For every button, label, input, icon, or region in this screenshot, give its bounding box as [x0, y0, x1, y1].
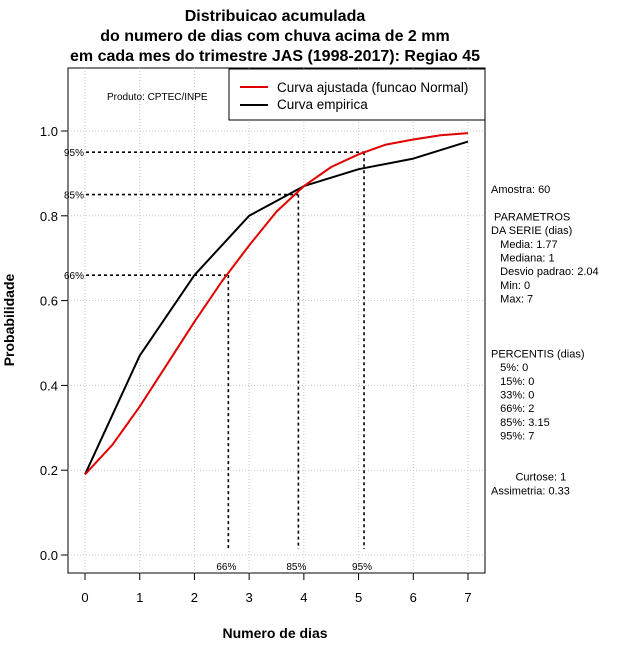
statistics-line: PERCENTIS (dias) — [491, 348, 585, 360]
statistics-line: Assimetria: 0.33 — [491, 485, 570, 497]
legend: Curva ajustada (funcao Normal) Curva emp… — [228, 68, 486, 121]
percentile-markers: 66% 66% 85% 85% 95% 95% — [64, 148, 372, 573]
statistics-line: 33%: 0 — [491, 390, 534, 402]
statistics-line: Min: 0 — [491, 280, 530, 292]
percentile-label-y: 85% — [64, 191, 84, 202]
x-tick-label: 4 — [300, 590, 307, 605]
x-axis: 0 1 2 3 4 5 6 7 — [81, 573, 472, 605]
grid — [68, 68, 485, 573]
series-line-empirical — [84, 140, 469, 475]
statistics-line: 5%: 0 — [491, 362, 528, 374]
x-tick-label: 0 — [81, 590, 88, 605]
legend-label-normal: Curva ajustada (funcao Normal) — [277, 80, 468, 95]
percentile-label-y: 95% — [64, 148, 84, 159]
chart-title-line-3: em cada mes do trimestre JAS (1998-2017)… — [70, 48, 480, 65]
y-tick-label: 0.2 — [40, 463, 58, 478]
percentile-label-x: 95% — [352, 562, 372, 573]
x-tick-label: 2 — [191, 590, 198, 605]
statistics-line: 15%: 0 — [491, 376, 534, 388]
x-tick-label: 6 — [410, 590, 417, 605]
statistics-line: DA SERIE (dias) — [491, 225, 572, 237]
y-tick-label: 0.4 — [40, 378, 58, 393]
statistics-line: Curtose: 1 — [491, 472, 566, 484]
series-line-normal-fit — [84, 132, 469, 476]
y-tick-label: 1.0 — [40, 124, 58, 139]
x-axis-title: Numero de dias — [222, 625, 327, 641]
x-tick-label: 5 — [355, 590, 362, 605]
series-lines — [84, 132, 469, 476]
statistics-line: Media: 1.77 — [491, 239, 558, 251]
plot-frame — [67, 67, 486, 574]
y-tick-label: 0.6 — [40, 294, 58, 309]
percentile-label-x: 66% — [216, 562, 236, 573]
statistics-line: Mediana: 1 — [491, 253, 555, 265]
percentile-label-y: 66% — [64, 271, 84, 282]
x-tick-label: 3 — [246, 590, 253, 605]
legend-label-empirical: Curva empirica — [277, 97, 368, 112]
legend-box — [228, 68, 486, 121]
statistics-panel: Amostra: 60 PARAMETROS DA SERIE (dias) Me… — [491, 184, 599, 497]
statistics-line: 85%: 3.15 — [491, 417, 550, 429]
statistics-line: 66%: 2 — [491, 403, 534, 415]
chart-title-line-1: Distribuicao acumulada — [185, 8, 366, 25]
statistics-line: Desvio padrao: 2.04 — [491, 266, 599, 278]
x-tick-label: 7 — [464, 590, 471, 605]
statistics-line: Amostra: 60 — [491, 184, 550, 196]
percentile-label-x: 85% — [286, 562, 306, 573]
statistics-line: PARAMETROS — [491, 211, 570, 223]
y-axis: 0.0 0.2 0.4 0.6 0.8 1.0 — [40, 124, 68, 563]
statistics-line: 95%: 7 — [491, 431, 534, 443]
statistics-line: Max: 7 — [491, 294, 533, 306]
y-tick-label: 0.8 — [40, 209, 58, 224]
chart-title: Distribuicao acumulada do numero de dias… — [70, 8, 480, 65]
x-tick-label: 1 — [136, 590, 143, 605]
y-tick-label: 0.0 — [40, 548, 58, 563]
chart-title-line-2: do numero de dias com chuva acima de 2 m… — [100, 28, 449, 45]
y-axis-title: Probabilidade — [1, 274, 17, 367]
product-annotation: Produto: CPTEC/INPE — [107, 92, 208, 103]
